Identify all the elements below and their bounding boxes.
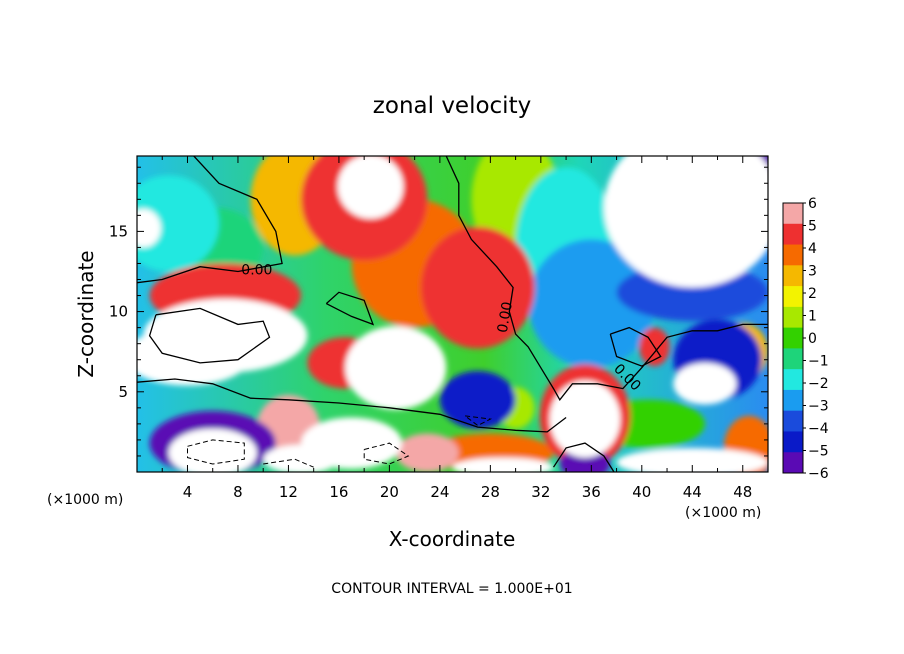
y-tick-label: 10	[109, 303, 128, 321]
x-tick-label: 16	[329, 483, 348, 501]
x-tick-label: 28	[481, 483, 500, 501]
field-region	[673, 362, 737, 405]
colorbar-label: 5	[808, 219, 817, 235]
contour-interval-note: CONTOUR INTERVAL = 1.000E+01	[331, 581, 572, 597]
contour-line	[137, 378, 567, 433]
x-tick-label: 36	[582, 483, 601, 501]
x-axis: 4 8 12 16 20 24 28 32 36 40 44 48	[161, 156, 752, 501]
x-tick-label: 32	[531, 483, 550, 501]
y-tick-label: 15	[109, 222, 128, 240]
field-region	[549, 380, 621, 458]
x-tick-label: 4	[183, 483, 193, 501]
colorbar-swatch	[783, 389, 803, 412]
x-tick-label: 40	[632, 483, 651, 501]
colorbar-label: 0	[808, 331, 817, 347]
colorbar-swatch	[783, 348, 803, 370]
field-region	[168, 428, 257, 472]
field-region	[616, 447, 768, 472]
colorbar-label: 1	[808, 309, 817, 325]
x-tick-label: 48	[733, 483, 752, 501]
contour-line-dashed	[363, 442, 410, 465]
contour-line-dashed	[187, 439, 245, 465]
field-region	[137, 175, 220, 272]
field-region	[439, 370, 516, 429]
x-tick-label: 20	[380, 483, 399, 501]
field-region	[143, 298, 308, 373]
colorbar-label: −1	[808, 354, 829, 370]
colorbar-swatch	[783, 286, 803, 308]
field-region	[603, 156, 768, 288]
x-tick-label: 12	[279, 483, 298, 501]
contour-line-dashed	[464, 415, 493, 427]
field-region	[452, 457, 554, 472]
colorbar-swatch	[783, 369, 803, 391]
x-tick-label: 24	[430, 483, 449, 501]
plot-area: 0.000.000.00	[136, 155, 769, 473]
y-axis-label: Z-coordinate	[74, 250, 98, 377]
contour-line	[325, 291, 375, 326]
contour-line	[148, 307, 271, 364]
contour-line	[609, 326, 662, 367]
colorbar-swatch	[783, 431, 803, 453]
colorbar-label: 6	[808, 196, 817, 212]
colorbar-swatch	[783, 306, 803, 329]
colorbar-label: −4	[808, 421, 829, 437]
colorbar-label: 3	[808, 264, 817, 280]
colorbar-swatch	[783, 265, 803, 287]
field-region	[137, 208, 161, 248]
contour-line-dashed	[263, 458, 314, 468]
x-tick-label: 44	[683, 483, 702, 501]
contour-label: 0.00	[495, 301, 516, 334]
colorbar-label: −5	[808, 444, 829, 460]
colorbar-label: −2	[808, 376, 829, 392]
x-tick-label: 8	[233, 483, 243, 501]
plot-frame	[136, 155, 769, 473]
colorbar-swatch	[783, 223, 803, 246]
colorbar-label: −3	[808, 399, 829, 415]
x-unit-left: (×1000 m)	[47, 492, 123, 508]
contour-line	[445, 156, 768, 401]
y-axis: 5 10 15	[109, 166, 768, 457]
field-region	[395, 433, 459, 472]
colorbar-swatch	[783, 327, 803, 349]
colorbar-swatch	[783, 410, 803, 432]
contour-label: 0.00	[241, 263, 272, 279]
contour-line	[137, 156, 283, 284]
contour-line	[552, 442, 615, 472]
colorbar-swatch	[783, 244, 803, 266]
colorbar-label: 2	[808, 286, 817, 302]
velocity-field	[137, 156, 768, 472]
colorbar-label: 4	[808, 241, 817, 257]
x-unit-right: (×1000 m)	[685, 505, 761, 521]
field-region	[337, 156, 404, 219]
colorbar-swatch	[783, 452, 803, 474]
field-region	[345, 326, 447, 410]
chart-title: zonal velocity	[373, 93, 531, 119]
colorbar-label: −6	[808, 466, 829, 482]
field-region	[420, 226, 535, 349]
field-region	[301, 417, 403, 469]
x-axis-label: X-coordinate	[389, 527, 516, 551]
colorbar-swatch	[783, 203, 803, 225]
y-tick-label: 5	[118, 383, 128, 401]
colorbar: 6 5 4 3 2 1 0 −1 −2 −3 −4 −5 −6	[782, 196, 829, 482]
